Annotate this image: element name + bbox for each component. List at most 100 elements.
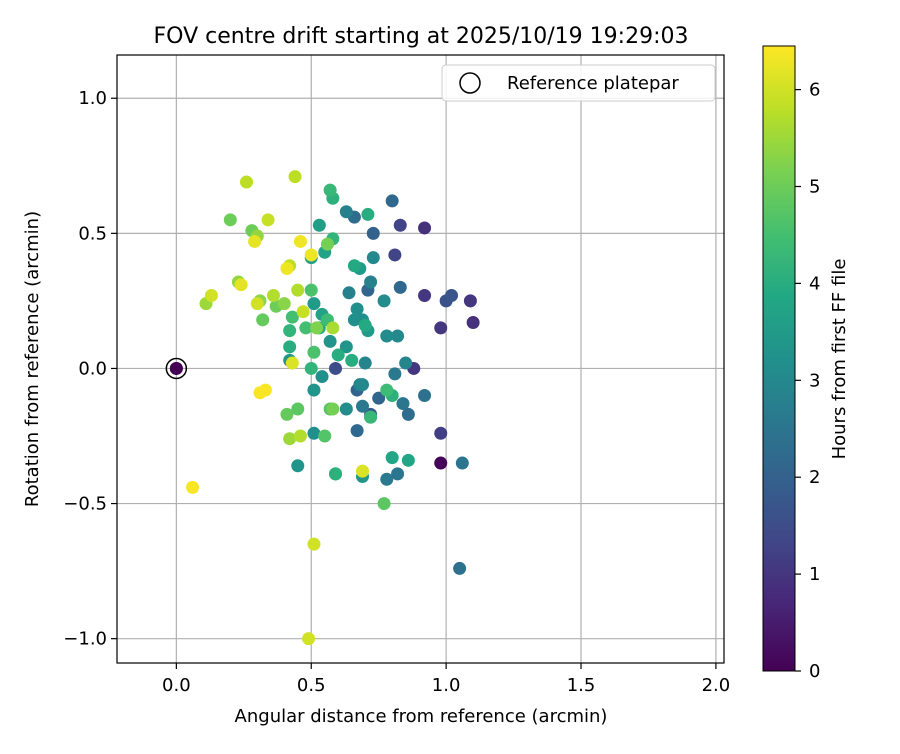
scatter-point [385,451,399,465]
scatter-point [256,313,270,327]
scatter-point [291,283,305,297]
scatter-point [418,221,432,235]
scatter-point [380,329,394,343]
x-tick-label: 1.0 [432,675,461,696]
scatter-point [391,467,405,481]
colorbar-ticks: 0 1 2 3 4 5 6 [795,80,820,682]
scatter-point [434,321,448,335]
scatter-point [280,261,294,275]
colorbar-tick-label: 2 [809,467,820,488]
scatter-point [463,294,477,308]
scatter-point [310,321,324,335]
scatter-point [372,391,386,405]
reference-marker-layer [165,357,188,380]
scatter-point [307,297,321,311]
scatter-point [326,402,340,416]
colorbar-tick-label: 0 [809,661,820,682]
x-tick-label: 2.0 [702,675,731,696]
scatter-point [323,334,337,348]
scatter-point [186,480,200,494]
scatter-point [345,353,359,367]
scatter-point [299,321,313,335]
colorbar-tick-label: 1 [809,564,820,585]
scatter-point [355,399,369,413]
legend: Reference platepar [441,64,716,102]
scatter-point [339,340,353,354]
grid-lines [117,55,724,663]
scatter-point [288,170,302,184]
x-tick-label: 0.0 [162,675,191,696]
scatter-point [315,370,329,384]
reference-platepar-marker [165,357,188,380]
scatter-point [364,275,378,289]
scatter-point [366,226,380,240]
scatter-point [320,237,334,251]
scatter-point [331,348,345,362]
scatter-point [339,402,353,416]
y-tick-label: −1.0 [63,629,107,650]
scatter-point [248,234,262,248]
scatter-point [388,367,402,381]
scatter-point [307,383,321,397]
chart-title: FOV centre drift starting at 2025/10/19 … [154,24,689,49]
scatter-point [293,234,307,248]
scatter-point [329,361,343,375]
y-tick-label: −0.5 [63,494,107,515]
colorbar: 0 1 2 3 4 5 6 Hours from first FF file [762,45,850,682]
scatter-point [393,280,407,294]
scatter-point [418,288,432,302]
x-tick-label: 0.5 [297,675,326,696]
scatter-point [466,316,480,330]
scatter-point [418,388,432,402]
scatter-point [401,453,415,467]
scatter-point [285,356,299,370]
scatter-point [323,183,337,197]
scatter-point [339,205,353,219]
scatter-point [283,432,297,446]
data-points [169,170,480,646]
scatter-point [455,456,469,470]
scatter-point [445,288,459,302]
colorbar-tick-label: 4 [809,273,820,294]
scatter-point [293,429,307,443]
legend-box [441,64,716,102]
y-axis-ticks: −1.0 −0.5 0.0 0.5 1.0 [63,88,117,650]
scatter-point [307,537,321,551]
scatter-point [391,329,405,343]
scatter-point [358,356,372,370]
x-tick-label: 1.5 [567,675,596,696]
colorbar-tick-label: 6 [809,80,820,101]
scatter-point [358,318,372,332]
scatter-point [223,213,237,227]
scatter-point [239,175,253,189]
scatter-point [355,464,369,478]
scatter-point [393,218,407,232]
scatter-point [318,429,332,443]
scatter-point [283,340,297,354]
scatter-point [401,407,415,421]
scatter-point [291,459,305,473]
scatter-point [307,345,321,359]
scatter-point [250,297,264,311]
scatter-point [296,305,310,319]
scatter-point [361,207,375,221]
scatter-point [364,410,378,424]
scatter-point [304,361,318,375]
scatter-point [312,218,326,232]
scatter-point [350,302,364,316]
scatter-point [453,561,467,575]
scatter-point [283,324,297,338]
scatter-point [396,397,410,411]
colorbar-tick-label: 5 [809,177,820,198]
scatter-point [385,194,399,208]
scatter-point [355,378,369,392]
legend-entry-label: Reference platepar [507,73,679,94]
scatter-point [377,294,391,308]
scatter-point [329,467,343,481]
scatter-point [304,283,318,297]
scatter-point [204,288,218,302]
scatter-point [307,426,321,440]
scatter-point [253,386,267,400]
